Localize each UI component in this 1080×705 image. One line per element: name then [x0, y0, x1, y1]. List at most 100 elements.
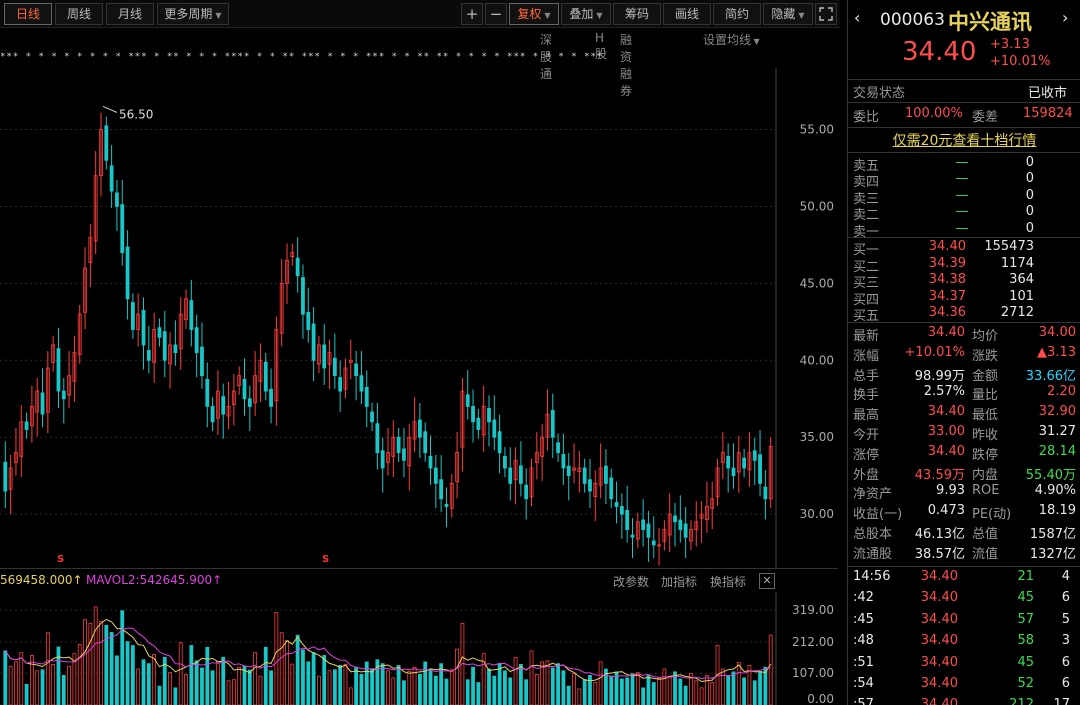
volume-bar [423, 661, 428, 705]
volume-bar [545, 660, 550, 705]
vol-tick-label: 212.00 [792, 635, 834, 649]
order-label: 买五 [853, 309, 880, 325]
candle [487, 407, 491, 423]
h-share-link[interactable]: H股 [595, 31, 608, 61]
stat-label: 流值 [972, 546, 999, 562]
candle [364, 386, 369, 407]
candle [200, 346, 204, 377]
candle [327, 352, 332, 365]
candle [561, 454, 566, 469]
switch-indicator-button[interactable]: 换指标 [710, 575, 747, 589]
hk-connect-link[interactable]: 深股通 [540, 33, 553, 81]
candle [402, 448, 406, 461]
overlay-dropdown[interactable]: 叠加 ▼ [561, 3, 611, 25]
order-label: 卖五 [853, 159, 880, 174]
status-label: 交易状态 [853, 86, 906, 101]
volume-bar [534, 673, 539, 705]
candle [481, 406, 486, 436]
candle [460, 390, 465, 448]
candle [651, 540, 656, 546]
add-indicator-button[interactable]: 加指标 [661, 575, 698, 589]
simple-mode-button[interactable]: 简约 [713, 3, 761, 25]
candle [221, 396, 226, 415]
volume-bar [88, 623, 93, 705]
candle [210, 406, 215, 423]
prev-stock-icon[interactable]: ‹ [854, 8, 861, 27]
stat-value: 1587亿 [1029, 527, 1076, 542]
candle [67, 375, 71, 396]
volume-bar [705, 675, 709, 705]
promo-link[interactable]: 仅需20元查看十档行情 [892, 133, 1037, 149]
tab-daily[interactable]: 日线 [4, 3, 52, 25]
candle [646, 523, 651, 538]
stats-row: 流通股 38.57亿 流值 1327亿 [848, 543, 1080, 562]
stat-label: 涨跌 [972, 348, 999, 364]
overlay-label: 叠加 [569, 7, 594, 21]
buy-row: 买三 34.38 364 [848, 272, 1080, 291]
volume-bar [24, 683, 29, 705]
zoom-out-button[interactable]: − [485, 3, 507, 25]
candle [146, 350, 151, 361]
volume-bar [317, 675, 321, 705]
volume-bar [497, 663, 502, 705]
candle [630, 534, 635, 538]
candle [61, 390, 66, 400]
y-tick-label: 35.00 [800, 430, 834, 444]
volume-bar [736, 662, 741, 705]
volume-bar [407, 671, 412, 705]
hide-dropdown[interactable]: 隐藏 ▼ [763, 3, 813, 25]
mavol1-line [4, 618, 772, 683]
candle [736, 452, 741, 473]
volume-bar [476, 682, 481, 705]
volume-bar [492, 675, 497, 705]
candle [29, 406, 34, 427]
candle [678, 519, 683, 530]
volume-bar [481, 653, 486, 705]
buy-row: 买四 34.37 101 [848, 289, 1080, 308]
more-period-dropdown[interactable]: 更多周期 ▼ [157, 3, 229, 25]
volume-bar [386, 670, 390, 705]
close-icon[interactable]: ✕ [759, 573, 775, 589]
tick-volume: 45 [1017, 590, 1034, 606]
volume-bar [561, 670, 566, 705]
volume-bar [673, 671, 677, 705]
stock-header: ‹ 000063 中兴通讯 › [848, 6, 1080, 34]
order-price: — [955, 171, 969, 187]
y-tick-label: 50.00 [800, 199, 834, 213]
tab-monthly[interactable]: 月线 [106, 3, 154, 25]
volume-bar [768, 634, 773, 705]
volume-bar [651, 682, 656, 705]
next-stock-icon[interactable]: › [1062, 8, 1069, 27]
margin-link[interactable]: 融资融券 [620, 33, 633, 98]
expand-icon[interactable] [815, 3, 837, 25]
candle [120, 204, 125, 254]
candle [370, 411, 374, 423]
volume-bar [35, 670, 40, 705]
tick-time: 14:56 [853, 569, 891, 584]
candlestick-chart[interactable]: 55.00 50.00 45.00 40.00 35.00 30.00 56.50 S S [0, 68, 838, 568]
status-value: 已收市 [1028, 86, 1068, 101]
candle [322, 344, 327, 369]
fuquan-dropdown[interactable]: 复权 ▼ [509, 3, 559, 25]
stat-label: 昨收 [972, 428, 999, 443]
tick-volume: 57 [1017, 611, 1034, 627]
sell-row: 卖一 — 0 [848, 221, 1080, 240]
candle [471, 406, 475, 423]
candle [428, 455, 433, 469]
candle [184, 298, 188, 321]
change-params-button[interactable]: 改参数 [613, 575, 650, 589]
tab-weekly[interactable]: 周线 [55, 3, 103, 25]
chips-button[interactable]: 筹码 [613, 3, 661, 25]
volume-bar [311, 652, 316, 705]
fuquan-label: 复权 [517, 7, 542, 21]
candle [572, 467, 576, 471]
volume-bar [40, 669, 45, 705]
chevron-down-icon: ▼ [596, 11, 603, 20]
candle [763, 486, 768, 500]
tick-row: :51 34.40 45 6 [848, 655, 1080, 675]
draw-line-button[interactable]: 画线 [663, 3, 711, 25]
ma-settings-dropdown[interactable]: 设置均线 ▼ [703, 33, 760, 47]
zoom-in-button[interactable]: + [461, 3, 483, 25]
candle [72, 352, 77, 382]
candle [694, 521, 699, 530]
